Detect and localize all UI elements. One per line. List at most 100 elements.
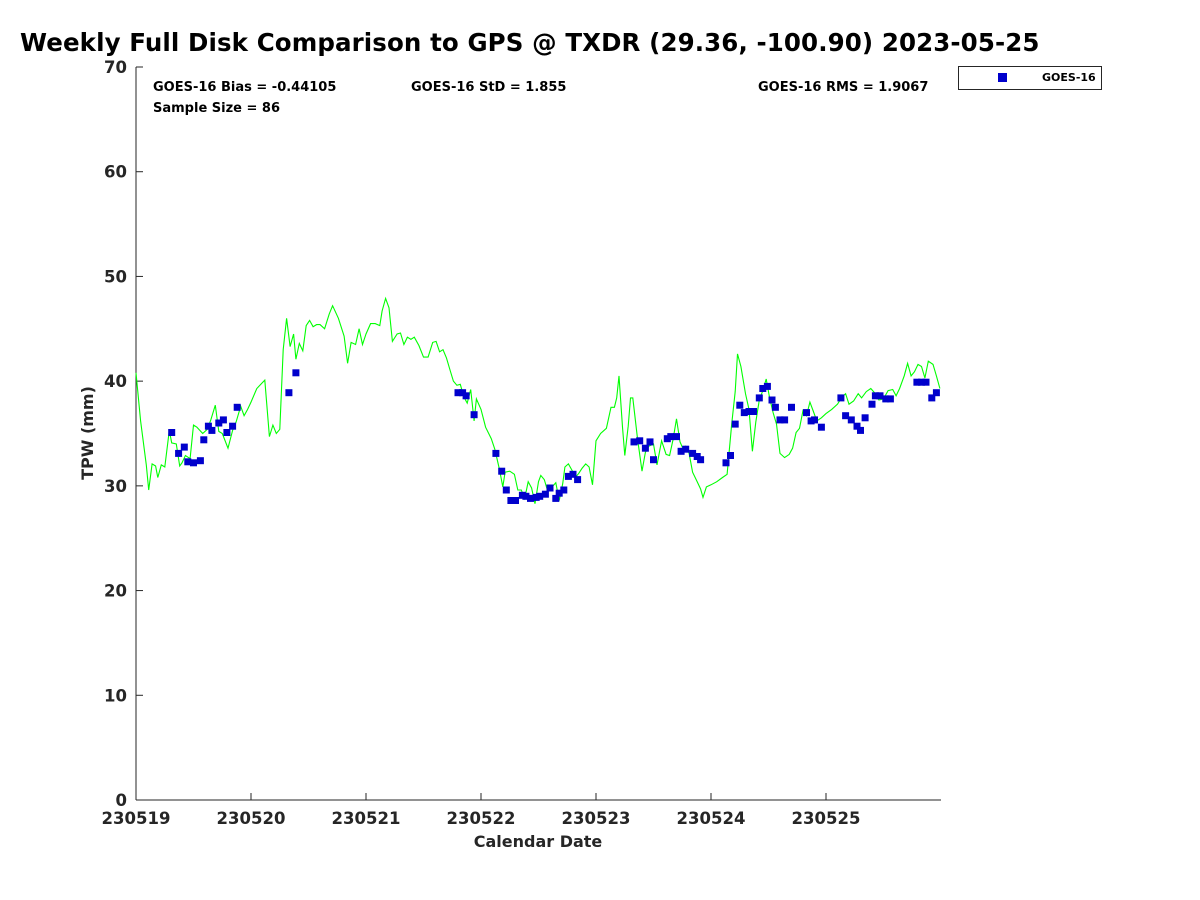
goes16-point (750, 408, 757, 415)
goes16-point (527, 494, 534, 502)
goes16-point (560, 486, 568, 494)
goes16-point (636, 437, 644, 445)
goes16-point (776, 416, 784, 424)
goes16-point (204, 422, 212, 430)
goes16-point (175, 449, 183, 457)
goes16-point (574, 476, 582, 484)
goes16-point (502, 486, 510, 494)
goes16-point (454, 389, 462, 397)
goes16-point (771, 403, 779, 411)
std-stat: GOES-16 StD = 1.855 (411, 80, 567, 95)
goes16-point (546, 484, 554, 492)
goes16-point (763, 382, 771, 390)
goes16-point (727, 452, 734, 459)
y-tick-label: 40 (104, 372, 127, 391)
goes16-point (722, 459, 730, 467)
goes16-point (180, 443, 188, 451)
goes16-point (689, 449, 697, 457)
goes16-point (759, 385, 767, 392)
goes16-point (847, 416, 855, 424)
goes16-point (740, 409, 748, 417)
goes16-point (569, 470, 577, 478)
goes16-point (462, 392, 470, 400)
goes16-point (853, 422, 861, 430)
goes16-point (208, 426, 216, 434)
x-tick-label: 230525 (792, 809, 861, 828)
x-tick-label: 230519 (102, 809, 171, 828)
gps-series (135, 296, 941, 504)
goes16-point (233, 403, 241, 411)
goes16-point (857, 426, 864, 434)
y-tick-label: 20 (104, 582, 127, 601)
goes16-point (803, 409, 810, 417)
goes16-point (229, 422, 237, 430)
goes16-point (755, 394, 763, 402)
goes16-point (223, 429, 231, 436)
goes16-point (788, 403, 795, 411)
goes16-point (918, 378, 925, 386)
goes16-series (168, 369, 940, 504)
goes16-point (536, 492, 544, 500)
goes16-point (913, 378, 921, 386)
legend-marker-goes16 (998, 73, 1007, 82)
sample-size-stat: Sample Size = 86 (153, 101, 281, 116)
x-tick-label: 230520 (217, 809, 286, 828)
legend: GOES-16 (958, 66, 1102, 90)
goes16-point (200, 436, 208, 444)
x-axis-ticks: 230519 230520 230521 230522 230523 230524 2305… (102, 793, 861, 828)
goes16-point (817, 423, 825, 431)
goes16-point (882, 395, 890, 403)
goes16-point (498, 467, 506, 475)
y-tick-label: 30 (104, 477, 127, 496)
goes16-point (842, 412, 850, 420)
x-tick-label: 230523 (562, 809, 631, 828)
goes16-point (646, 438, 654, 446)
rms-stat: GOES-16 RMS = 1.9067 (758, 80, 929, 95)
goes16-point (492, 449, 500, 457)
chart-title: Weekly Full Disk Comparison to GPS @ TXD… (20, 28, 1040, 57)
x-tick-label: 230522 (447, 809, 516, 828)
goes16-point (470, 411, 478, 419)
plot-frame (135, 67, 941, 801)
goes16-point (630, 438, 638, 446)
goes16-point (184, 458, 192, 466)
goes16-point (667, 433, 675, 441)
y-tick-label: 70 (104, 58, 127, 77)
goes16-point (552, 494, 560, 502)
goes16-point (682, 445, 690, 453)
goes16-point (285, 389, 293, 397)
goes16-point (641, 444, 649, 452)
goes16-point (876, 392, 884, 400)
goes16-point (868, 400, 876, 408)
goes16-point (650, 456, 657, 464)
goes16-point (292, 369, 300, 377)
goes16-point (928, 394, 936, 402)
goes16-point (196, 457, 204, 465)
goes16-point (677, 447, 685, 455)
y-tick-label: 10 (104, 686, 127, 705)
x-axis-title: Calendar Date (474, 832, 603, 851)
y-tick-label: 60 (104, 163, 127, 182)
goes16-point (541, 490, 549, 498)
goes16-point (922, 378, 930, 386)
goes16-point (781, 416, 789, 424)
goes16-point (861, 414, 869, 422)
goes16-point (811, 416, 818, 424)
x-tick-label: 230524 (677, 809, 746, 828)
legend-box (958, 66, 1102, 90)
goes16-point (555, 489, 563, 497)
goes16-point (932, 389, 940, 397)
goes16-point (512, 497, 519, 504)
goes16-point (507, 497, 515, 504)
goes16-point (886, 395, 894, 403)
x-tick-label: 230521 (332, 809, 401, 828)
y-tick-label: 50 (104, 267, 127, 286)
y-axis-title: TPW (mm) (78, 386, 97, 480)
goes16-point (168, 429, 176, 436)
goes16-point (673, 433, 680, 441)
goes16-point (522, 492, 530, 500)
gps-line (135, 296, 941, 504)
goes16-point (736, 401, 744, 409)
goes16-point (745, 408, 753, 415)
